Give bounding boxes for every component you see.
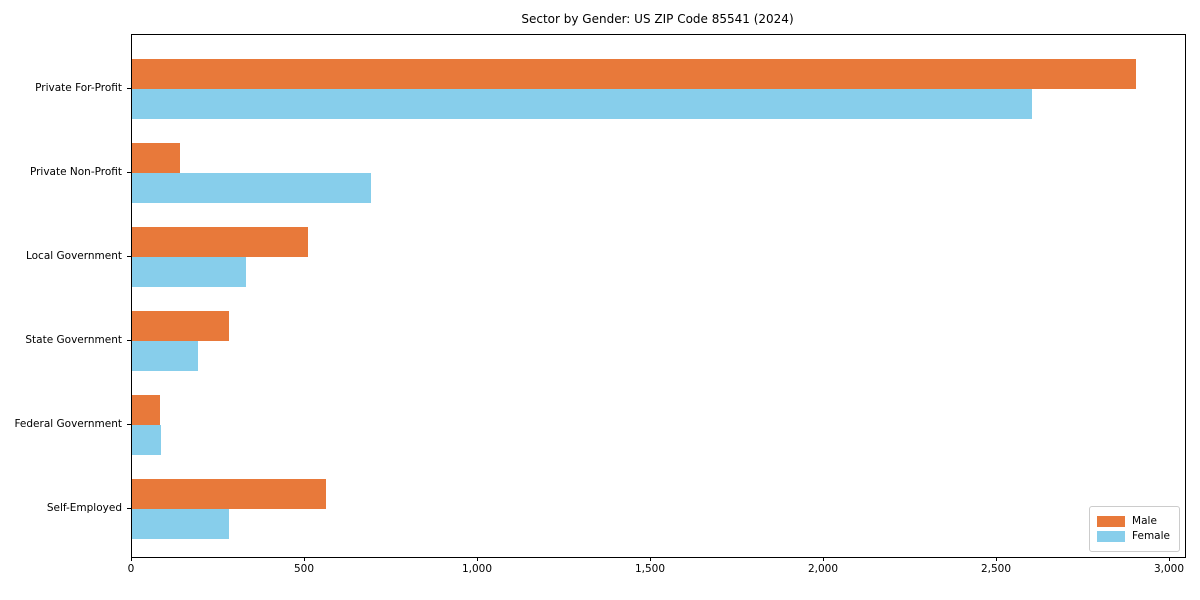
female-swatch (1097, 531, 1126, 542)
x-tick-label: 2,000 (807, 563, 839, 575)
x-tick-label: 1,000 (461, 563, 493, 575)
bar-male (132, 143, 180, 173)
legend-item-female: Female (1097, 530, 1170, 543)
y-tick (127, 88, 131, 89)
chart-title: Sector by Gender: US ZIP Code 85541 (202… (521, 12, 794, 26)
y-tick-label: Local Government (25, 250, 122, 262)
y-tick (127, 424, 131, 425)
bar-female (132, 257, 246, 287)
y-tick-label: Private Non-Profit (29, 166, 122, 178)
bar-male (132, 479, 326, 509)
y-tick (127, 172, 131, 173)
legend-label-male: Male (1132, 515, 1157, 527)
x-tick (823, 557, 824, 561)
y-tick-label: State Government (25, 334, 122, 346)
bar-female (132, 509, 229, 539)
bar-female (132, 173, 371, 203)
x-tick-label: 500 (293, 563, 315, 575)
x-tick-label: 1,500 (634, 563, 666, 575)
legend-item-male: Male (1097, 515, 1170, 528)
legend-label-female: Female (1132, 530, 1170, 542)
bar-male (132, 395, 160, 425)
x-tick (1169, 557, 1170, 561)
x-tick-label: 0 (127, 563, 135, 575)
legend: Male Female (1089, 506, 1180, 552)
x-tick (304, 557, 305, 561)
y-tick (127, 508, 131, 509)
bar-male (132, 311, 229, 341)
y-tick-label: Self-Employed (46, 502, 122, 514)
bar-male (132, 59, 1136, 89)
bar-female (132, 341, 198, 371)
x-tick (477, 557, 478, 561)
y-tick-label: Federal Government (14, 418, 122, 430)
bar-male (132, 227, 308, 257)
x-tick-label: 3,000 (1153, 563, 1185, 575)
y-tick-label: Private For-Profit (35, 82, 122, 94)
x-tick (996, 557, 997, 561)
male-swatch (1097, 516, 1126, 527)
x-tick (131, 557, 132, 561)
bar-female (132, 425, 161, 455)
y-tick (127, 340, 131, 341)
y-tick (127, 256, 131, 257)
plot-area: Male Female (131, 34, 1186, 558)
x-tick-label: 2,500 (980, 563, 1012, 575)
x-tick (650, 557, 651, 561)
bar-female (132, 89, 1032, 119)
